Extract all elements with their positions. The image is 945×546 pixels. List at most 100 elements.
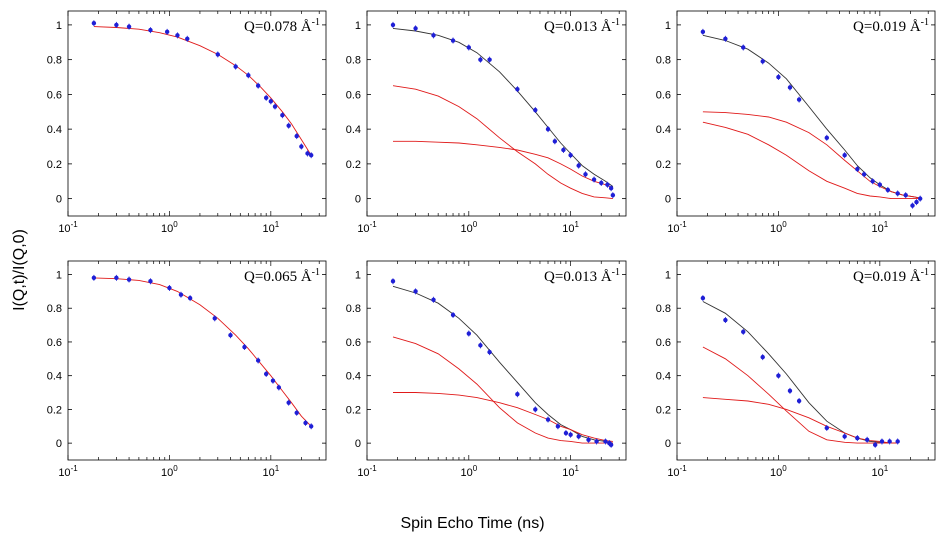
y-tick-label: 1 [56,269,62,281]
data-point [824,425,829,431]
data-point [299,144,304,149]
curve-fast [702,346,898,444]
y-tick-label: 0 [56,194,62,206]
y-tick-label: 0.6 [346,337,361,349]
data-point [294,133,299,139]
data-point [272,104,278,109]
plot-frame [366,10,627,217]
y-tick-label: 0.2 [656,404,671,416]
x-tick-exponent: 0 [473,464,478,473]
x-tick-exponent: -1 [680,220,688,229]
x-tick-exponent: -1 [71,464,79,473]
data-point [148,27,153,33]
data-point [787,85,793,90]
data-point [305,151,310,156]
data-point [872,442,878,448]
data-point [887,439,892,444]
data-point [741,329,746,335]
x-tick-label: 100 [161,220,178,235]
data-point [175,33,180,38]
data-point [246,73,251,78]
panel-title-superscript: -1 [312,267,320,278]
curve-fast [392,336,613,444]
data-point [276,385,282,390]
data-point [431,33,436,38]
data-point [148,279,153,284]
data-point [583,172,588,177]
y-tick-label: 0.8 [346,303,361,315]
data-point [568,152,573,158]
data-point [533,407,538,412]
data-point [824,135,829,141]
data-point [796,97,802,102]
data-point [885,187,891,193]
data-point [466,45,472,50]
y-tick-label: 0.6 [656,89,671,101]
y-tick-label: 0.8 [346,55,361,67]
data-point [450,312,456,318]
x-tick-label: 101 [562,464,579,479]
data-point [280,113,285,118]
x-tick-label: 100 [161,464,178,479]
data-point [594,439,599,444]
data-point [879,439,885,444]
x-tick-label: 100 [460,220,477,235]
x-tick-exponent: 1 [275,464,280,473]
x-tick-exponent: 1 [575,220,580,229]
x-tick-label: 10-1 [357,220,377,235]
curve-fast [392,85,613,200]
y-tick-label: 0.4 [656,124,671,136]
data-point [487,57,492,62]
data-point [796,398,802,404]
data-point [212,316,217,321]
plot-frame [366,260,627,461]
data-point [599,180,604,186]
curve-fit [93,26,312,156]
data-point [126,24,132,29]
data-point [555,424,561,429]
curve-slow [393,392,613,442]
data-point [608,186,614,191]
data-point [591,177,597,182]
y-tick-label: 0.4 [346,124,361,136]
y-tick-label: 1 [665,269,671,281]
data-point [413,289,418,294]
y-tick-label: 0.2 [656,159,671,171]
plot-frame [67,10,327,217]
data-point [914,199,919,205]
y-tick-label: 0.2 [47,404,62,416]
x-tick-exponent: 0 [173,464,178,473]
panel-title: Q=0.019 Å-1 [853,17,929,35]
data-point [842,434,847,439]
data-point [413,26,418,31]
panel-title-superscript: -1 [612,267,620,278]
y-tick-label: 0 [56,438,62,450]
data-point [268,99,274,104]
data-point [700,295,706,301]
data-point [603,439,608,444]
data-point [545,417,551,422]
panel-title: Q=0.013 Å-1 [544,17,620,35]
x-tick-exponent: 0 [473,220,478,229]
plot-frame [676,10,936,217]
x-tick-label: 100 [770,220,787,235]
y-tick-label: 0.2 [47,159,62,171]
panel-title-superscript: -1 [921,267,929,278]
data-point [760,354,765,360]
y-tick-label: 0.6 [47,337,62,349]
data-point [178,292,184,297]
curve-slow [702,397,898,444]
y-tick-label: 0.4 [346,371,361,383]
data-point [787,388,793,394]
data-point [741,45,746,50]
x-tick-exponent: 0 [173,220,178,229]
curve-total [702,34,923,200]
data-point [776,74,781,80]
panel-title: Q=0.065 Å-1 [244,267,320,285]
data-point [228,333,233,338]
y-tick-label: 0.8 [47,55,62,67]
